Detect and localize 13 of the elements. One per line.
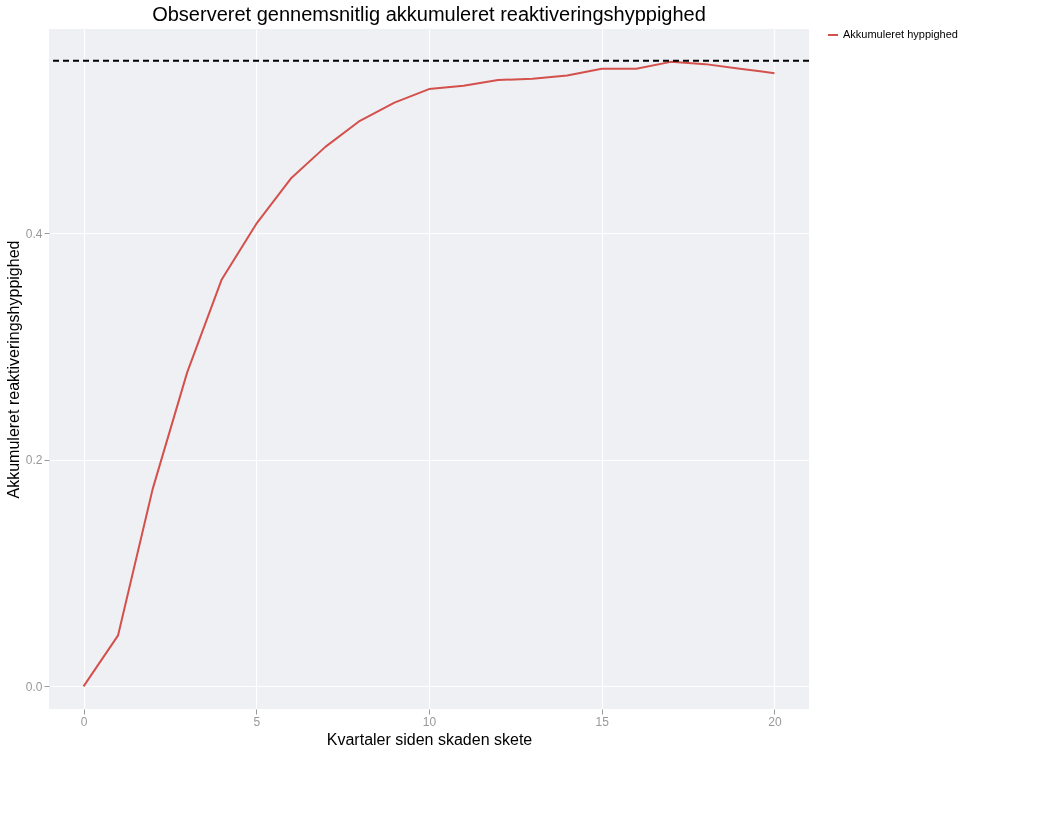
x-tick-label: 5 — [253, 714, 261, 729]
chart-title: Observeret gennemsnitlig akkumuleret reaktiveringshyppighed — [152, 3, 706, 25]
y-axis-title: Akkumuleret reaktiveringshyppighed — [4, 240, 22, 499]
legend-label: Akkumuleret hyppighed — [843, 28, 958, 40]
y-tick-label: 0.0 — [25, 679, 43, 694]
x-tick-label: 0 — [80, 714, 88, 729]
y-tick-label: 0.4 — [25, 226, 43, 241]
x-axis-title: Kvartaler siden skaden skete — [326, 730, 533, 748]
y-tick-label: 0.2 — [25, 453, 43, 468]
line-series — [82, 60, 776, 688]
x-tick-label: 10 — [422, 714, 437, 729]
x-tick-label: 15 — [595, 714, 610, 729]
x-tick-label: 20 — [768, 714, 782, 729]
